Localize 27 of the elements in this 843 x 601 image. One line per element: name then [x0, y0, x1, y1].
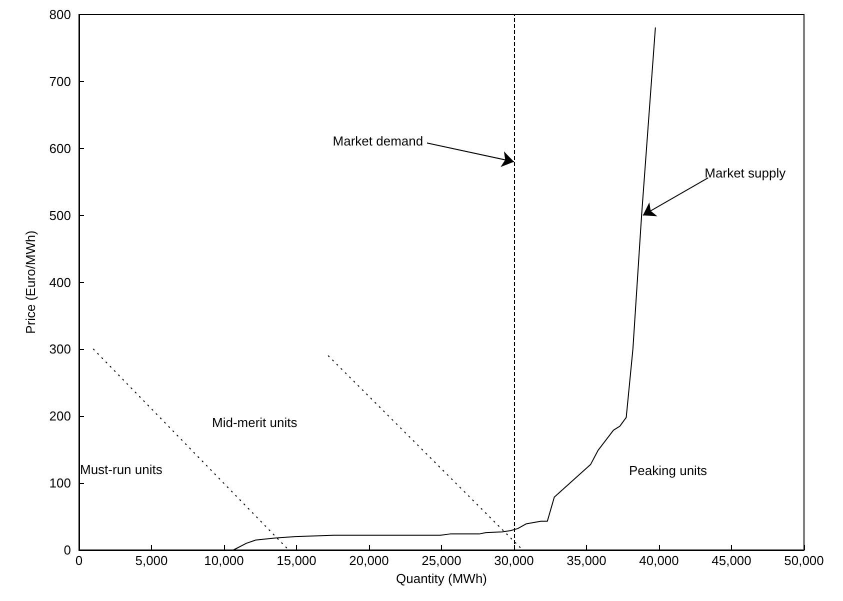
y-tick-label: 100 [49, 476, 71, 491]
x-tick-label: 25,000 [422, 553, 462, 568]
x-tick-label: 15,000 [276, 553, 316, 568]
x-tick-label: 20,000 [349, 553, 389, 568]
y-tick-label: 600 [49, 140, 71, 156]
y-tick-label: 800 [49, 7, 71, 22]
annotation: Must-run units [80, 462, 163, 477]
x-axis-title: Quantity (MWh) [396, 570, 488, 586]
annotation: Market supply [704, 165, 786, 180]
x-tick-label: 10,000 [204, 553, 244, 568]
x-tick-label: 0 [75, 553, 83, 568]
x-tick-label: 5,000 [135, 553, 168, 568]
y-tick-label: 700 [49, 74, 71, 89]
y-tick-label: 400 [49, 274, 71, 290]
x-tick-label: 30,000 [494, 553, 534, 568]
annotation: Peaking units [629, 463, 708, 478]
x-tick-label: 45,000 [712, 553, 752, 568]
y-axis-title: Price (Euro/MWh) [23, 230, 38, 334]
y-tick-label: 0 [64, 542, 71, 558]
y-tick-label: 500 [49, 208, 71, 223]
x-tick-label: 50,000 [784, 553, 824, 568]
y-tick-label: 300 [49, 342, 71, 357]
x-tick-label: 35,000 [566, 553, 606, 568]
annotation: Market demand [332, 133, 424, 148]
annotation: Mid-merit units [212, 415, 298, 430]
y-tick-label: 200 [49, 408, 71, 424]
x-tick-label: 40,000 [639, 553, 679, 568]
